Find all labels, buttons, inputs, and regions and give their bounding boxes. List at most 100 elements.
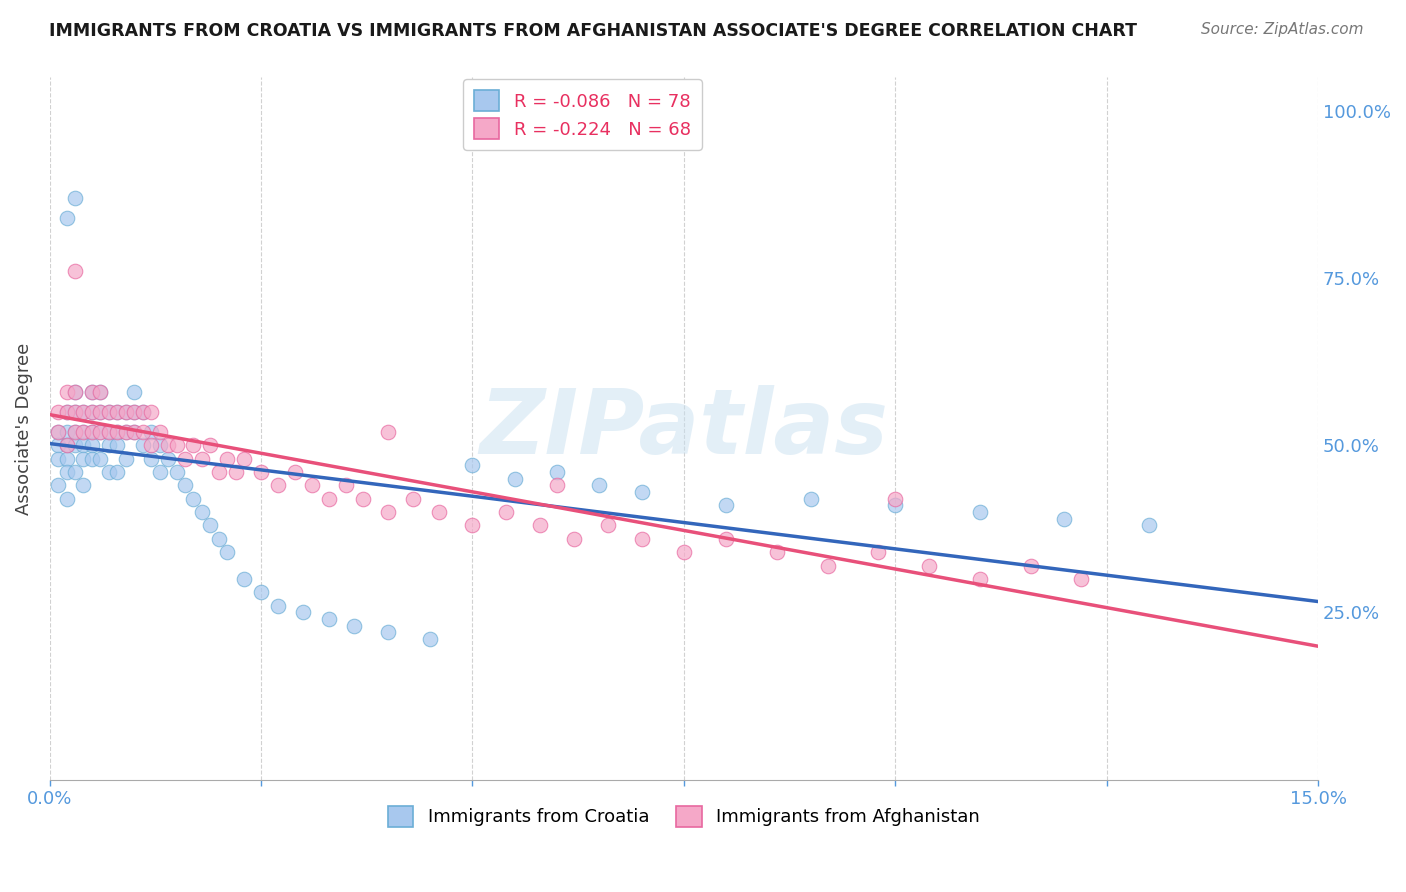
Point — [55, 405, 77, 419]
Point — [174, 451, 197, 466]
Point — [672, 545, 695, 559]
Point — [149, 465, 172, 479]
Point — [225, 465, 247, 479]
Point — [139, 438, 162, 452]
Point — [80, 384, 103, 399]
Point — [46, 451, 69, 466]
Point — [63, 425, 86, 439]
Point — [318, 612, 340, 626]
Point — [217, 451, 239, 466]
Point — [208, 465, 231, 479]
Point — [55, 451, 77, 466]
Point — [55, 438, 77, 452]
Text: IMMIGRANTS FROM CROATIA VS IMMIGRANTS FROM AFGHANISTAN ASSOCIATE'S DEGREE CORREL: IMMIGRANTS FROM CROATIA VS IMMIGRANTS FR… — [49, 22, 1137, 40]
Point — [63, 465, 86, 479]
Point — [546, 465, 568, 479]
Point — [301, 478, 323, 492]
Point — [495, 505, 517, 519]
Point — [208, 532, 231, 546]
Point — [97, 425, 120, 439]
Point — [89, 405, 111, 419]
Point — [149, 425, 172, 439]
Point — [89, 451, 111, 466]
Point — [377, 505, 399, 519]
Point — [884, 499, 907, 513]
Point — [105, 465, 128, 479]
Point — [55, 405, 77, 419]
Point — [114, 451, 136, 466]
Point — [1053, 512, 1076, 526]
Point — [267, 478, 290, 492]
Point — [97, 465, 120, 479]
Point — [200, 518, 222, 533]
Point — [114, 425, 136, 439]
Point — [157, 451, 180, 466]
Point — [63, 405, 86, 419]
Point — [335, 478, 357, 492]
Point — [122, 425, 145, 439]
Point — [714, 532, 737, 546]
Point — [200, 438, 222, 452]
Point — [292, 606, 315, 620]
Point — [343, 619, 366, 633]
Point — [55, 211, 77, 225]
Point — [918, 558, 941, 573]
Point — [63, 384, 86, 399]
Point — [63, 191, 86, 205]
Point — [89, 425, 111, 439]
Point — [55, 465, 77, 479]
Point — [114, 405, 136, 419]
Text: Source: ZipAtlas.com: Source: ZipAtlas.com — [1201, 22, 1364, 37]
Point — [588, 478, 610, 492]
Point — [1070, 572, 1092, 586]
Point — [174, 478, 197, 492]
Point — [546, 478, 568, 492]
Point — [461, 518, 484, 533]
Point — [55, 438, 77, 452]
Point — [63, 438, 86, 452]
Point — [250, 465, 273, 479]
Point — [105, 405, 128, 419]
Point — [868, 545, 890, 559]
Point — [191, 505, 214, 519]
Point — [97, 438, 120, 452]
Point — [72, 438, 94, 452]
Point — [80, 384, 103, 399]
Text: ZIPatlas: ZIPatlas — [479, 384, 889, 473]
Point — [377, 425, 399, 439]
Point — [122, 405, 145, 419]
Point — [233, 572, 256, 586]
Point — [969, 505, 991, 519]
Point — [503, 472, 526, 486]
Point — [596, 518, 619, 533]
Point — [157, 438, 180, 452]
Point — [105, 438, 128, 452]
Point — [267, 599, 290, 613]
Point — [131, 425, 153, 439]
Point — [352, 491, 374, 506]
Point — [46, 425, 69, 439]
Point — [250, 585, 273, 599]
Point — [122, 405, 145, 419]
Y-axis label: Associate's Degree: Associate's Degree — [15, 343, 32, 515]
Point — [284, 465, 307, 479]
Point — [72, 451, 94, 466]
Point — [72, 478, 94, 492]
Point — [969, 572, 991, 586]
Point — [419, 632, 441, 647]
Point — [80, 405, 103, 419]
Point — [139, 425, 162, 439]
Point — [562, 532, 585, 546]
Point — [714, 499, 737, 513]
Point — [72, 405, 94, 419]
Point — [63, 425, 86, 439]
Point — [80, 405, 103, 419]
Point — [630, 532, 652, 546]
Point — [63, 264, 86, 278]
Point — [377, 625, 399, 640]
Point — [114, 405, 136, 419]
Point — [427, 505, 450, 519]
Point — [131, 405, 153, 419]
Point — [139, 405, 162, 419]
Point — [89, 425, 111, 439]
